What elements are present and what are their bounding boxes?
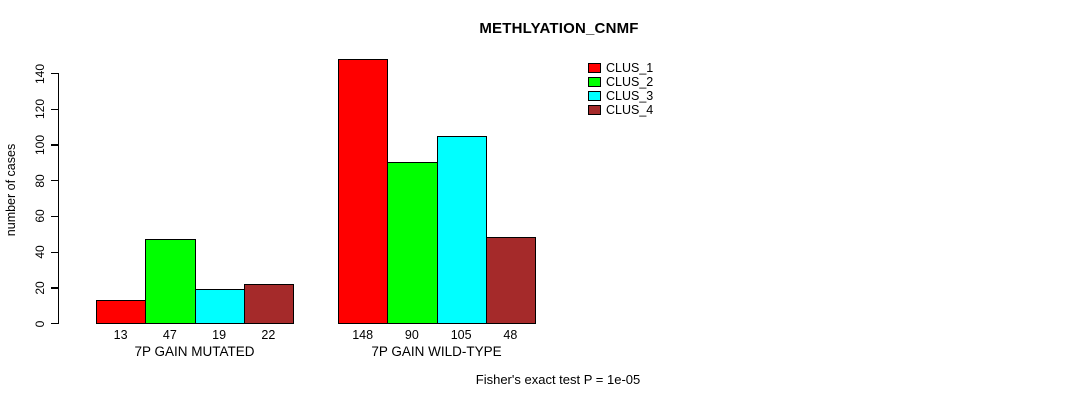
legend-swatch-icon [588, 105, 601, 115]
y-tick-label: 120 [33, 99, 47, 120]
y-tick-mark [51, 180, 58, 182]
y-tick-label: 0 [33, 320, 47, 327]
bar-clus_2-2 [387, 162, 438, 324]
bar-value-label: 105 [450, 328, 472, 342]
legend-label: CLUS_4 [606, 103, 654, 117]
bar-clus_3-1 [194, 289, 245, 324]
legend-label: CLUS_2 [606, 75, 654, 89]
bar-value-label: 148 [352, 328, 374, 342]
legend-swatch-icon [588, 91, 601, 101]
y-tick-label: 140 [33, 63, 47, 84]
legend-row: CLUS_2 [588, 75, 653, 89]
y-tick-label: 40 [33, 245, 47, 259]
bar-clus_4-2 [485, 237, 536, 324]
legend-swatch-icon [588, 77, 601, 87]
bar-clus_4-1 [243, 283, 294, 324]
y-tick-mark [51, 287, 58, 289]
y-tick-mark [51, 323, 58, 325]
y-tick-label: 80 [33, 173, 47, 188]
bar-clus_1-2 [338, 58, 389, 324]
y-axis-line [58, 73, 60, 324]
bar-value-label: 48 [503, 328, 518, 342]
y-tick-mark [51, 144, 58, 146]
bar-clus_2-1 [145, 239, 196, 324]
bar-value-label: 47 [162, 328, 177, 342]
legend-row: CLUS_1 [588, 61, 653, 75]
y-tick-label: 100 [33, 134, 47, 155]
y-tick-mark [51, 108, 58, 110]
legend-swatch-icon [588, 63, 601, 73]
bar-value-label: 13 [113, 328, 128, 342]
y-tick-label: 20 [33, 281, 47, 295]
bar-value-label: 19 [212, 328, 227, 342]
y-tick-mark [51, 73, 58, 75]
y-axis-label: number of cases [4, 143, 18, 237]
bar-value-label: 22 [261, 328, 276, 342]
bar-clus_1-1 [96, 299, 147, 324]
y-tick-mark [51, 215, 58, 218]
annotation-text: Fisher's exact test P = 1e-05 [475, 372, 641, 387]
legend-label: CLUS_3 [606, 89, 654, 103]
bar-value-label: 90 [404, 328, 419, 342]
chart-title: METHLYATION_CNMF [479, 20, 639, 37]
y-tick-label: 60 [33, 209, 47, 224]
legend-label: CLUS_1 [606, 61, 654, 75]
x-group-label: 7P GAIN WILD-TYPE [371, 344, 502, 359]
legend-row: CLUS_3 [588, 89, 653, 103]
legend: CLUS_1 CLUS_2 CLUS_3 CLUS_4 [588, 61, 653, 117]
bar-clus_3-2 [436, 135, 487, 324]
x-group-label: 7P GAIN MUTATED [134, 344, 255, 359]
y-tick-mark [51, 251, 58, 253]
legend-row: CLUS_4 [588, 103, 653, 117]
